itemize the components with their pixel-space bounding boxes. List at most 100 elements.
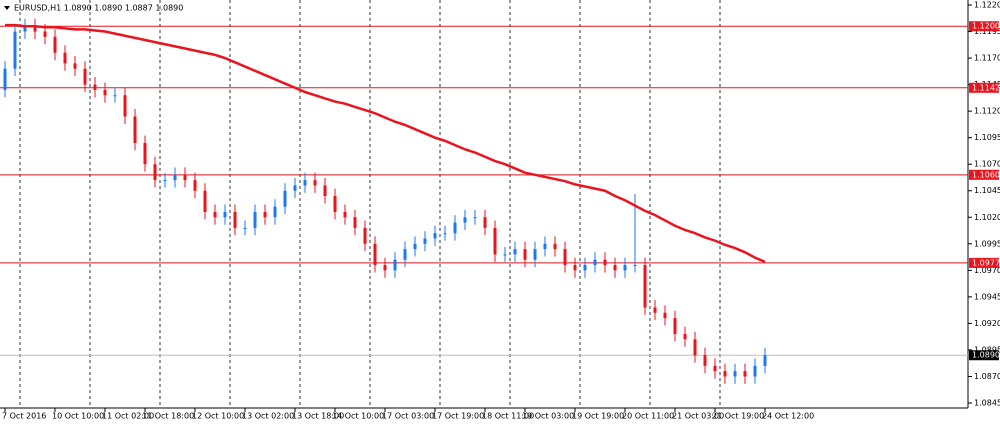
- candle-body: [683, 334, 687, 340]
- y-tick-label: 1.1020: [974, 213, 1000, 222]
- candle-body: [263, 211, 267, 218]
- candle-body: [113, 95, 117, 97]
- candle-body: [473, 217, 477, 219]
- candle-body: [453, 222, 457, 234]
- level-label-box: [969, 82, 999, 93]
- candle-body: [653, 307, 657, 313]
- candle-body: [393, 259, 397, 271]
- candle-body: [223, 211, 227, 218]
- candle-body: [423, 238, 427, 244]
- x-tick-label: 7 Oct 2016: [2, 412, 46, 421]
- menu-arrow[interactable]: [4, 6, 10, 10]
- y-tick-label: 1.1045: [974, 186, 1000, 195]
- candle-body: [293, 185, 297, 191]
- x-tick-label: 11 Oct 18:00: [142, 412, 194, 421]
- candle-body: [43, 31, 47, 37]
- candle-body: [623, 265, 627, 271]
- x-tick-label: 13 Oct 18:00: [292, 412, 344, 421]
- candle-body: [463, 217, 467, 223]
- candle-body: [153, 164, 157, 181]
- y-tick-label: 1.1220: [974, 1, 1000, 10]
- y-tick-label: 1.0920: [974, 319, 1000, 328]
- candle-body: [183, 174, 187, 181]
- x-tick-label: 21 Oct 19:00: [712, 412, 764, 421]
- candle-body: [673, 318, 677, 335]
- candle-body: [723, 371, 727, 377]
- x-tick-label: 13 Oct 02:00: [242, 412, 294, 421]
- candle-body: [143, 142, 147, 165]
- candle-body: [403, 249, 407, 260]
- candle-body: [233, 211, 237, 228]
- candle-body: [353, 217, 357, 228]
- x-tick-label: 17 Oct 19:00: [432, 412, 484, 421]
- moving-average: [5, 23, 766, 263]
- candle-body: [333, 196, 337, 212]
- x-tick-label: 20 Oct 11:00: [622, 412, 674, 421]
- candle-body: [213, 211, 217, 218]
- y-tick-label: 1.1095: [974, 133, 1000, 142]
- candle-body: [663, 312, 667, 319]
- current-price-label: 1.0890: [972, 351, 1000, 360]
- candle-body: [763, 355, 767, 366]
- current-price-box: [969, 350, 999, 361]
- candle-body: [93, 84, 97, 90]
- candle-body: [523, 249, 527, 260]
- candle-body: [693, 339, 697, 356]
- candle-body: [283, 190, 287, 207]
- level-label-box: [969, 257, 999, 268]
- y-tick-label: 1.0995: [974, 239, 1000, 248]
- candle-body: [703, 355, 707, 366]
- candle-body: [193, 180, 197, 191]
- candle-body: [313, 180, 317, 186]
- candle-body: [563, 249, 567, 266]
- candle-body: [433, 233, 437, 239]
- candle-body: [73, 63, 77, 69]
- candle-body: [303, 180, 307, 186]
- x-tick-label: 17 Oct 03:00: [382, 412, 434, 421]
- y-tick-label: 1.0845: [974, 399, 1000, 408]
- candle-body: [493, 227, 497, 255]
- level-label-box: [969, 169, 999, 180]
- candle-body: [413, 243, 417, 250]
- candle-body: [383, 265, 387, 271]
- candle-body: [373, 243, 377, 266]
- candle-body: [123, 95, 127, 117]
- x-tick-label: 18 Oct 11:00: [482, 412, 534, 421]
- candle-body: [343, 211, 347, 218]
- candle-body: [83, 68, 87, 85]
- chart-title: EURUSD,H1 1.0890 1.0890 1.0887 1.0890: [14, 4, 183, 13]
- candle-body: [253, 211, 257, 228]
- candle-body: [713, 365, 717, 372]
- y-tick-label: 1.0870: [974, 372, 1000, 381]
- x-tick-label: 11 Oct 02:00: [102, 412, 154, 421]
- y-tick-label: 1.0945: [974, 292, 1000, 301]
- level-label: 1.0977: [972, 258, 1000, 267]
- y-tick-label: 1.1195: [974, 27, 1000, 36]
- level-label-box: [969, 21, 999, 32]
- candle-body: [513, 249, 517, 255]
- candle-body: [603, 259, 607, 266]
- candle-body: [13, 31, 17, 69]
- level-label: 1.1200: [972, 22, 1000, 31]
- candle-body: [633, 265, 637, 267]
- candle-body: [593, 259, 597, 266]
- candle-body: [173, 174, 177, 181]
- candle-body: [743, 371, 747, 377]
- y-tick-label: 1.1120: [974, 107, 1000, 116]
- candle-body: [33, 26, 37, 32]
- candle-body: [483, 217, 487, 228]
- candle-body: [53, 36, 57, 53]
- candle-body: [613, 265, 617, 271]
- candle-body: [363, 227, 367, 244]
- candle-body: [643, 265, 647, 308]
- candle-body: [503, 254, 507, 256]
- y-tick-label: 1.0970: [974, 266, 1000, 275]
- candle-body: [273, 206, 277, 218]
- candle-body: [103, 89, 107, 96]
- x-tick-label: 14 Oct 10:00: [332, 412, 384, 421]
- candle-body: [23, 26, 27, 32]
- candle-body: [733, 371, 737, 377]
- x-tick-label: 24 Oct 12:00: [762, 412, 814, 421]
